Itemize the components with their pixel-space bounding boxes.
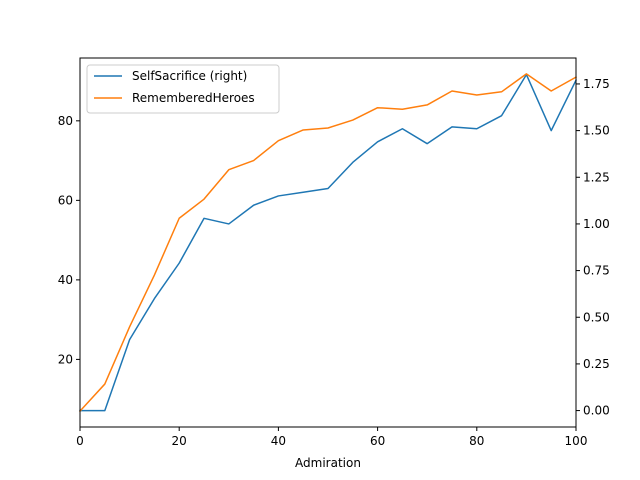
right-y-tick-label: 1.25 — [583, 170, 610, 184]
x-axis-label: Admiration — [295, 456, 361, 470]
left-y-tick-label: 60 — [58, 193, 73, 207]
x-tick-label: 20 — [172, 434, 187, 448]
right-y-tick-label: 0.50 — [583, 310, 610, 324]
x-tick-label: 100 — [565, 434, 588, 448]
right-y-tick-label: 0.25 — [583, 357, 610, 371]
right-y-tick-label: 1.00 — [583, 217, 610, 231]
plot-frame — [79, 57, 577, 428]
right-y-tick-label: 1.50 — [583, 124, 610, 138]
x-tick-label: 60 — [370, 434, 385, 448]
x-axis-ticks: 0 20 40 60 80 100 — [76, 427, 587, 448]
right-y-axis-ticks: 0.00 0.25 0.50 0.75 1.00 1.25 1.50 1.75 — [576, 77, 610, 418]
series-line-rememberedheroes — [78, 73, 578, 413]
left-y-tick-label: 40 — [58, 273, 73, 287]
series-line-selfsacrifice-right — [79, 73, 578, 412]
plot-lines — [78, 73, 578, 413]
legend-label-rememberedheroes: RememberedHeroes — [132, 91, 255, 105]
right-y-tick-label: 1.75 — [583, 77, 610, 91]
left-y-tick-label: 20 — [58, 352, 73, 366]
right-y-tick-label: 0.75 — [583, 264, 610, 278]
x-tick-label: 40 — [271, 434, 286, 448]
x-tick-label: 0 — [76, 434, 84, 448]
left-y-axis-ticks: 20 40 60 80 — [58, 114, 80, 366]
legend-label-selfsacrifice: SelfSacrifice (right) — [132, 69, 247, 83]
legend-box — [86, 64, 280, 114]
x-tick-label: 80 — [469, 434, 484, 448]
right-y-tick-label: 0.00 — [583, 404, 610, 418]
legend: SelfSacrifice (right) RememberedHeroes — [86, 64, 280, 114]
left-y-tick-label: 80 — [58, 114, 73, 128]
